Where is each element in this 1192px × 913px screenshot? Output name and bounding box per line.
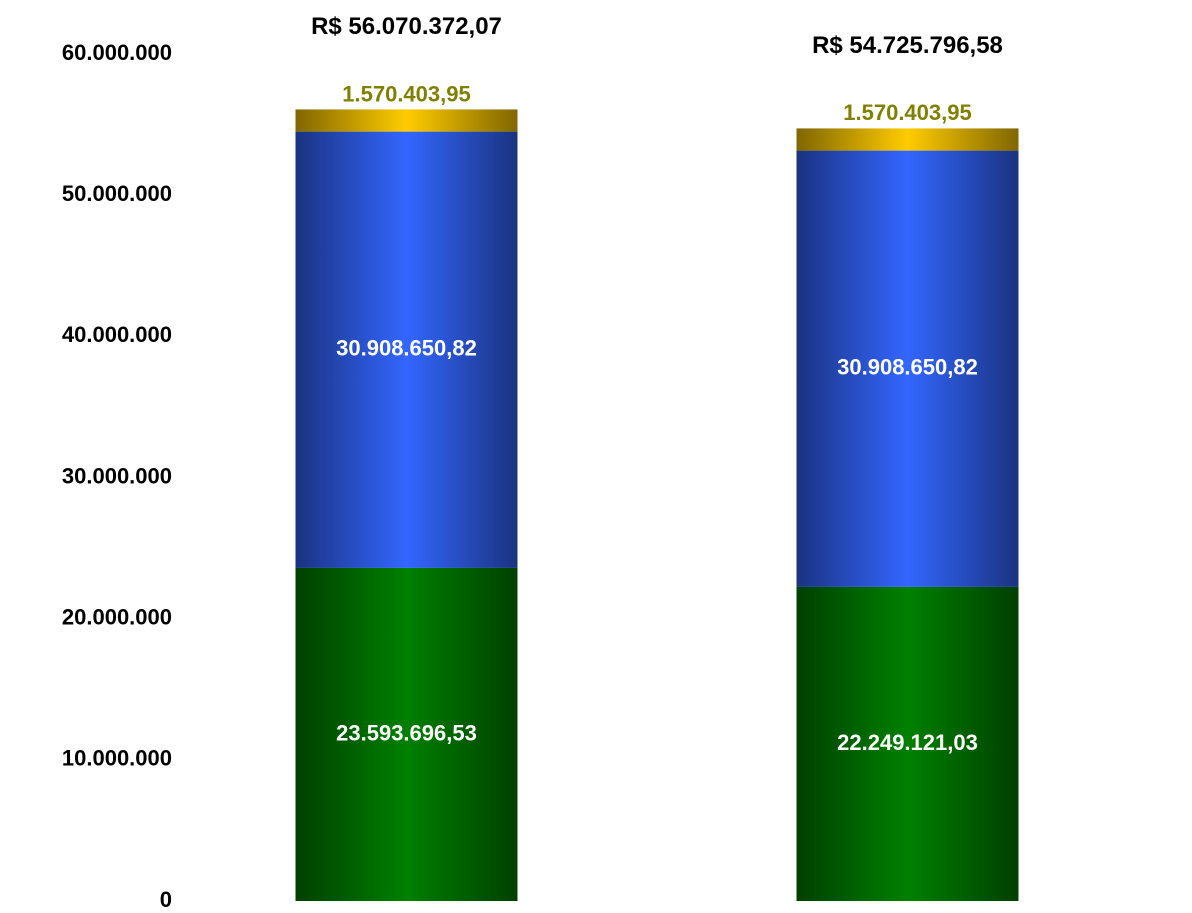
value-label: 1.570.403,95 [843, 100, 971, 125]
bar-segment [295, 567, 518, 901]
bar-segment [796, 150, 1019, 587]
y-tick-label: 60.000.000 [62, 40, 172, 65]
value-label: 22.249.121,03 [837, 730, 978, 755]
value-label: 1.570.403,95 [342, 81, 470, 106]
bar-segment [796, 586, 1019, 901]
y-tick-label: 50.000.000 [62, 181, 172, 206]
y-tick-label: 20.000.000 [62, 604, 172, 629]
bar-segment [295, 131, 518, 568]
y-tick-label: 0 [160, 887, 172, 912]
bar-segment [796, 128, 1019, 151]
y-tick-label: 40.000.000 [62, 322, 172, 347]
bar-segment [295, 109, 518, 132]
value-label: 23.593.696,53 [336, 720, 477, 745]
value-label: 30.908.650,82 [336, 336, 477, 361]
y-tick-label: 10.000.000 [62, 746, 172, 771]
value-label: 30.908.650,82 [837, 355, 978, 380]
y-tick-label: 30.000.000 [62, 463, 172, 488]
total-label: R$ 54.725.796,58 [812, 32, 1003, 59]
total-label: R$ 56.070.372,07 [311, 13, 502, 40]
